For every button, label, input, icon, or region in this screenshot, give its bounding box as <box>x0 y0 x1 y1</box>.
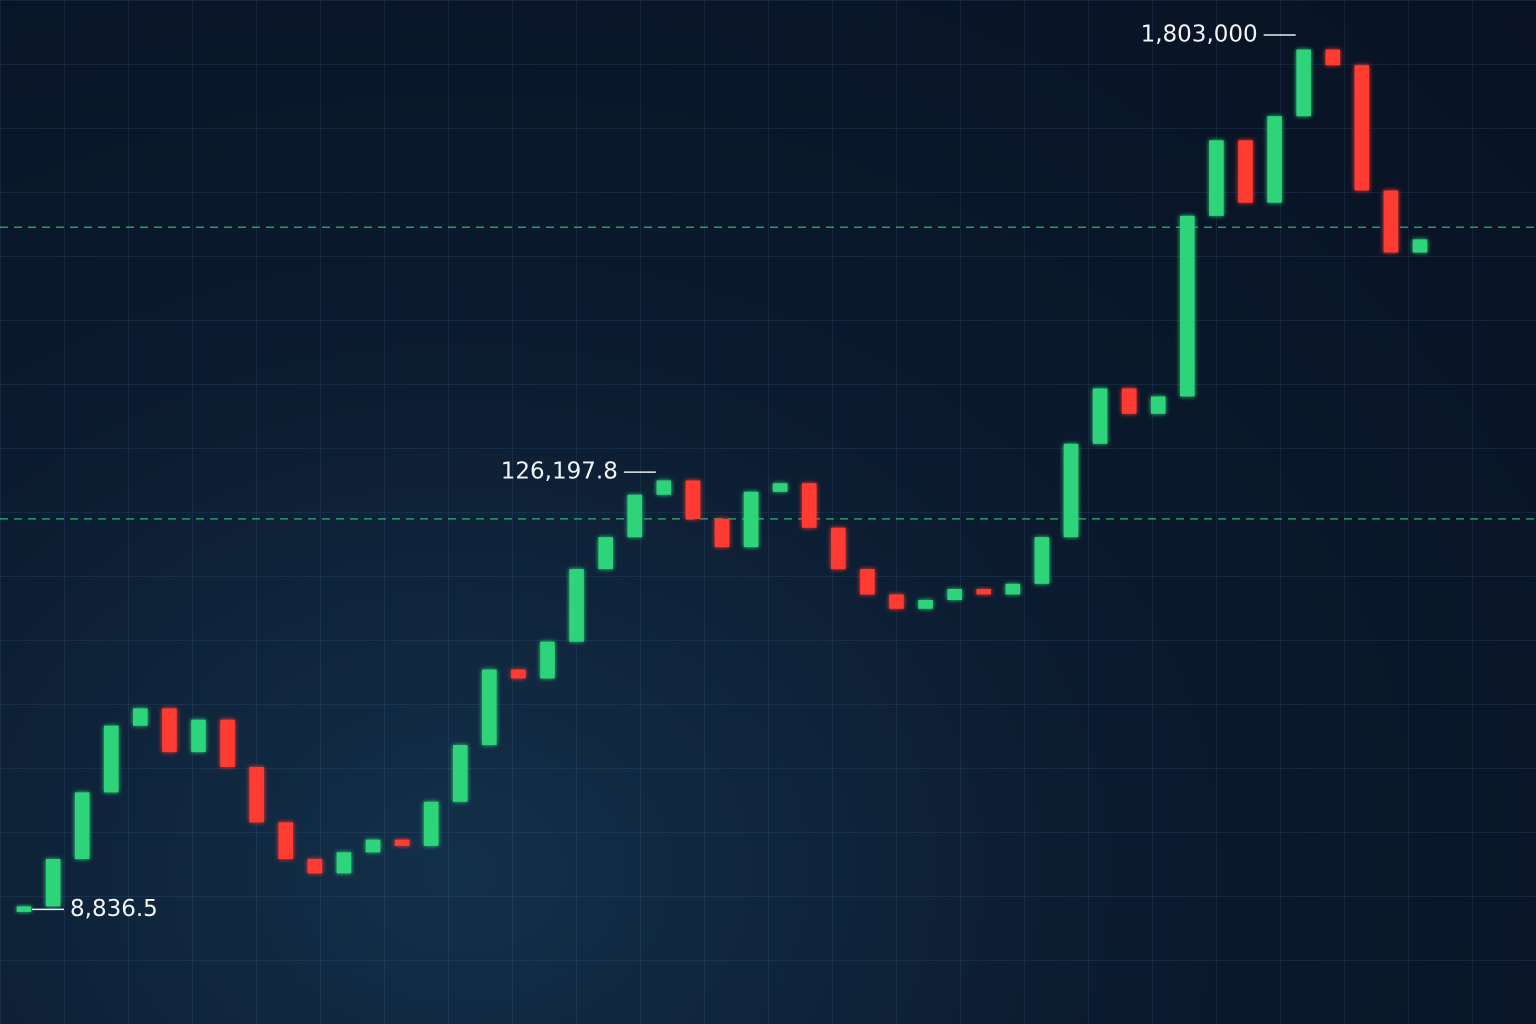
candle-body <box>656 480 672 495</box>
annotation-label: 8,836.5 <box>70 896 158 922</box>
candle-body <box>714 518 730 548</box>
candle-body <box>1354 65 1370 191</box>
candle-body <box>191 719 206 753</box>
candle-body <box>831 527 846 570</box>
candle-body <box>918 600 933 609</box>
candle-body <box>860 569 875 595</box>
candle-body <box>1209 140 1224 216</box>
candle-body <box>1150 396 1166 414</box>
candle-body <box>1121 388 1137 414</box>
candle-body <box>540 641 555 679</box>
candle-body <box>1063 443 1079 538</box>
candle-body <box>220 719 235 768</box>
candle-body <box>511 669 526 679</box>
candle-body <box>569 569 584 642</box>
candle-body <box>482 669 497 746</box>
candle-body <box>394 839 410 846</box>
candle-body <box>772 483 788 492</box>
candle-body <box>103 725 119 793</box>
candle-body <box>249 767 264 823</box>
candle-body <box>1325 49 1341 66</box>
candle-body <box>1383 190 1399 253</box>
candle-body <box>1180 215 1195 397</box>
candle-body <box>1092 388 1108 444</box>
candle-body <box>307 859 323 874</box>
candle-body <box>45 859 61 907</box>
candle-body <box>801 483 817 528</box>
candle-body <box>1005 583 1021 595</box>
candle-body <box>452 745 468 802</box>
annotation-label: 126,197.8 <box>501 459 618 485</box>
candle-body <box>889 594 904 609</box>
candle-body <box>1267 116 1282 203</box>
candle-body <box>336 852 352 874</box>
candle-body <box>743 491 759 548</box>
candle-body <box>1238 140 1253 203</box>
candle-body <box>162 708 177 753</box>
candle-body <box>74 792 90 860</box>
candle-body <box>1412 239 1428 253</box>
annotation-label: 1,803,000 <box>1141 21 1258 47</box>
candle-body <box>1296 49 1311 117</box>
candle-body <box>16 906 32 912</box>
candle-body <box>976 589 992 595</box>
candle-body <box>133 708 148 726</box>
candle-body <box>627 494 643 538</box>
candle-body <box>1034 537 1050 584</box>
candle-body <box>685 480 701 519</box>
candle-body <box>598 537 613 570</box>
candle-body <box>947 589 962 601</box>
candle-body <box>278 822 294 860</box>
candle-body <box>423 801 439 846</box>
candle-body <box>365 839 381 853</box>
